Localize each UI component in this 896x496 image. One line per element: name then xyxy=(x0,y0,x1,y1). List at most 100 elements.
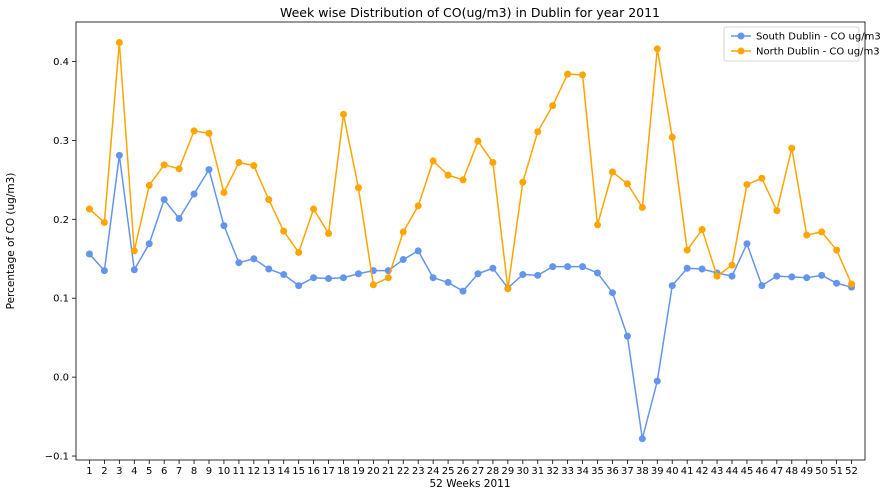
x-tick-label: 11 xyxy=(233,466,246,477)
x-tick-label: 26 xyxy=(457,466,470,477)
data-point xyxy=(683,246,691,254)
x-tick-label: 20 xyxy=(367,466,380,477)
x-tick-label: 46 xyxy=(756,466,769,477)
data-point xyxy=(698,226,706,234)
data-point xyxy=(519,178,527,186)
data-point xyxy=(175,215,183,223)
x-tick-label: 24 xyxy=(427,466,440,477)
data-point xyxy=(100,218,108,226)
x-tick-label: 36 xyxy=(606,466,619,477)
data-point xyxy=(594,269,602,277)
data-point xyxy=(773,207,781,215)
data-point xyxy=(668,133,676,141)
x-tick-label: 28 xyxy=(487,466,500,477)
data-point xyxy=(474,270,482,278)
data-point xyxy=(265,265,273,273)
data-point xyxy=(414,247,422,255)
data-point xyxy=(145,181,153,189)
x-tick-label: 3 xyxy=(116,466,122,477)
x-tick-label: 45 xyxy=(741,466,754,477)
data-point xyxy=(295,282,303,290)
data-point xyxy=(399,256,407,264)
plot-frame xyxy=(75,21,866,461)
data-point xyxy=(788,144,796,152)
y-tick-label: 0.2 xyxy=(53,215,69,226)
plot-area xyxy=(85,39,856,443)
data-point xyxy=(713,272,721,280)
series-line xyxy=(88,154,852,440)
data-point xyxy=(160,196,168,204)
data-point xyxy=(848,280,856,288)
data-point xyxy=(833,246,841,254)
data-point xyxy=(549,263,557,271)
data-point xyxy=(339,274,347,282)
y-axis-label: Percentage of CO (ug/m3) xyxy=(5,173,17,310)
x-tick-label: 16 xyxy=(307,466,320,477)
x-tick-label: 23 xyxy=(412,466,425,477)
data-point xyxy=(638,435,646,443)
data-point xyxy=(698,265,706,273)
x-tick-label: 7 xyxy=(176,466,182,477)
data-point xyxy=(459,287,467,295)
x-tick-label: 35 xyxy=(591,466,604,477)
x-tick-label: 48 xyxy=(785,466,798,477)
data-point xyxy=(623,332,631,340)
data-point xyxy=(429,274,437,282)
data-point xyxy=(564,70,572,78)
data-point xyxy=(220,222,228,230)
y-axis: −0.1 0.0 0.1 0.2 0.3 0.4 xyxy=(45,57,76,463)
data-point xyxy=(818,228,826,236)
data-point xyxy=(235,259,243,267)
y-tick-label: 0.0 xyxy=(53,373,69,384)
data-point xyxy=(429,157,437,165)
x-tick-label: 17 xyxy=(322,466,335,477)
data-point xyxy=(594,221,602,229)
series-north-dublin xyxy=(85,39,856,293)
x-tick-label: 43 xyxy=(711,466,724,477)
x-tick-label: 10 xyxy=(218,466,231,477)
data-point xyxy=(653,45,661,53)
data-point xyxy=(354,184,362,192)
data-point xyxy=(235,158,243,166)
x-tick-label: 6 xyxy=(161,466,167,477)
x-axis-label: 52 Weeks 2011 xyxy=(430,478,511,490)
data-point xyxy=(504,285,512,293)
legend-label-north: North Dublin - CO ug/m3 xyxy=(756,47,880,58)
x-tick-label: 32 xyxy=(546,466,559,477)
data-point xyxy=(608,289,616,297)
x-tick-label: 22 xyxy=(397,466,410,477)
data-point xyxy=(280,271,288,279)
data-point xyxy=(310,274,318,282)
data-point xyxy=(325,230,333,237)
legend-box xyxy=(723,26,860,62)
legend-marker-north xyxy=(737,47,745,55)
data-point xyxy=(220,188,228,196)
x-tick-label: 5 xyxy=(146,466,152,477)
data-point xyxy=(205,129,213,137)
x-tick-label: 39 xyxy=(651,466,664,477)
data-point xyxy=(579,263,587,271)
data-point xyxy=(145,240,153,248)
data-point xyxy=(130,266,138,274)
data-point xyxy=(743,181,751,189)
data-point xyxy=(653,377,661,385)
data-point xyxy=(85,250,93,258)
data-point xyxy=(399,228,407,236)
series-south-dublin xyxy=(85,151,856,443)
y-tick-label: 0.4 xyxy=(53,57,69,68)
x-tick-label: 25 xyxy=(442,466,455,477)
legend-entry-north: North Dublin - CO ug/m3 xyxy=(731,47,880,58)
data-point xyxy=(325,274,333,282)
data-point xyxy=(579,71,587,79)
x-tick-label: 31 xyxy=(531,466,544,477)
chart-title: Week wise Distribution of CO(ug/m3) in D… xyxy=(280,5,660,20)
x-tick-label: 12 xyxy=(247,466,260,477)
data-point xyxy=(295,248,303,256)
x-tick-label: 15 xyxy=(292,466,305,477)
data-point xyxy=(743,240,751,248)
x-tick-label: 9 xyxy=(206,466,212,477)
x-tick-label: 27 xyxy=(472,466,485,477)
data-point xyxy=(280,227,288,235)
data-point xyxy=(728,272,736,280)
